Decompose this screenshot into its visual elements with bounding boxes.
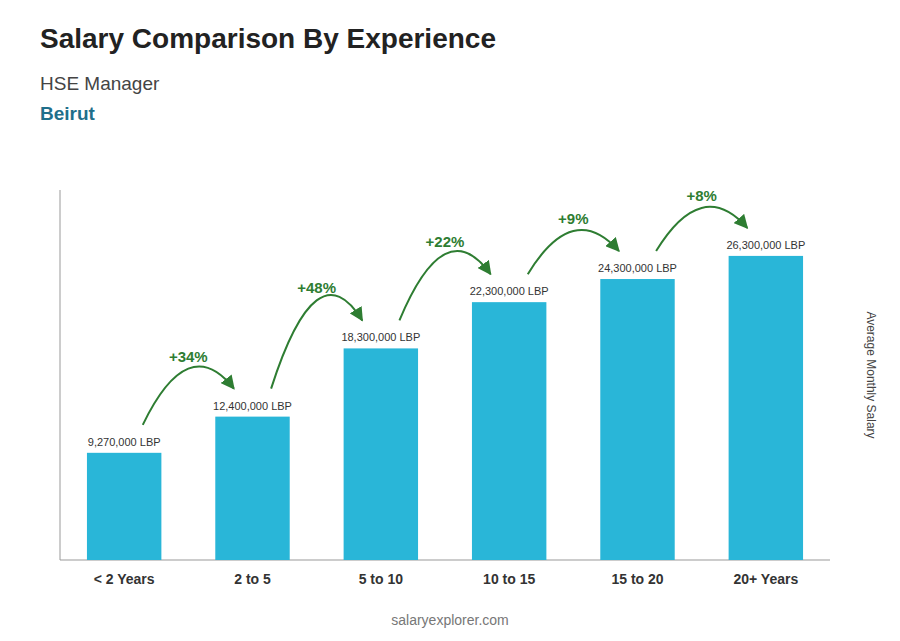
growth-arrow bbox=[656, 207, 747, 251]
y-axis-label: Average Monthly Salary bbox=[864, 311, 878, 438]
bar bbox=[600, 279, 674, 560]
y-axis-line bbox=[60, 190, 61, 560]
data-label: 18,300,000 LBP bbox=[341, 331, 420, 343]
x-tick-label: < 2 Years bbox=[94, 571, 155, 587]
bar bbox=[215, 417, 289, 560]
data-label: 12,400,000 LBP bbox=[213, 400, 292, 412]
source: salaryexplorer.com bbox=[391, 612, 509, 628]
data-label: 22,300,000 LBP bbox=[470, 285, 549, 297]
growth-arrow bbox=[143, 366, 234, 424]
bar bbox=[472, 302, 546, 560]
x-tick-label: 10 to 15 bbox=[483, 571, 535, 587]
data-label: 26,300,000 LBP bbox=[726, 239, 805, 251]
x-tick-label: 15 to 20 bbox=[611, 571, 663, 587]
subtitle: HSE Manager bbox=[40, 73, 160, 94]
bar bbox=[729, 256, 803, 560]
annotation: +9% bbox=[558, 210, 588, 227]
bar bbox=[344, 348, 418, 560]
title: Salary Comparison By Experience bbox=[40, 23, 496, 54]
chart: Salary Comparison By Experience HSE Manag… bbox=[0, 0, 900, 641]
annotation: +34% bbox=[169, 348, 208, 365]
bars bbox=[87, 256, 803, 560]
growth-arrow bbox=[528, 230, 619, 274]
x-tick-label: 2 to 5 bbox=[234, 571, 271, 587]
x-axis-line bbox=[60, 560, 830, 561]
subtitle: Beirut bbox=[40, 103, 96, 124]
annotation: +22% bbox=[426, 233, 465, 250]
annotation: +8% bbox=[686, 187, 716, 204]
bar bbox=[87, 453, 161, 560]
growth-arrow bbox=[271, 295, 362, 389]
x-tick-label: 20+ Years bbox=[733, 571, 798, 587]
data-label: 24,300,000 LBP bbox=[598, 262, 677, 274]
growth-arrow bbox=[399, 251, 490, 320]
x-tick-label: 5 to 10 bbox=[359, 571, 404, 587]
data-label: 9,270,000 LBP bbox=[88, 436, 161, 448]
annotation: +48% bbox=[297, 279, 336, 296]
